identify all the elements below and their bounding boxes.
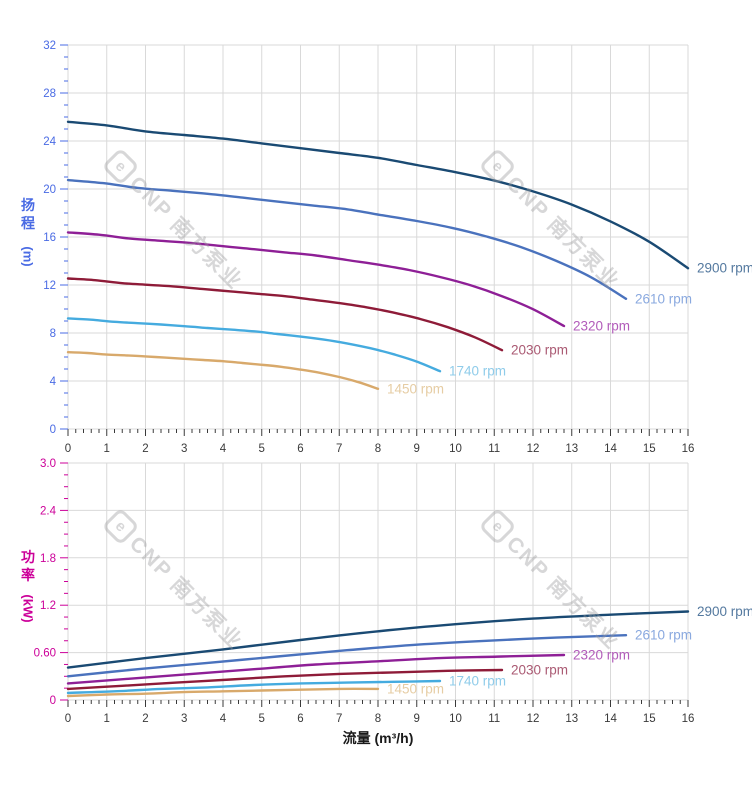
series-label-2320rpm: 2320 rpm — [573, 647, 630, 662]
x-tick-label: 5 — [259, 713, 265, 725]
x-axis-ticks — [67, 429, 689, 436]
curve-2320rpm-power — [66, 653, 566, 685]
x-tick-label: 10 — [449, 713, 462, 725]
y-tick-label: 28 — [43, 88, 56, 100]
x-tick-label: 16 — [682, 443, 695, 455]
head-y-axis-unit: (m) — [20, 246, 36, 267]
curve-2900rpm-power — [66, 610, 690, 669]
curve-1450rpm-head — [66, 351, 380, 390]
curve-2610rpm-power — [66, 634, 628, 678]
series-label-2320rpm: 2320 rpm — [573, 319, 630, 334]
series-label-2900rpm: 2900 rpm — [697, 261, 752, 276]
x-tick-label: 1 — [104, 713, 110, 725]
x-tick-label: 2 — [142, 713, 148, 725]
y-tick-label: 24 — [43, 136, 56, 148]
x-tick-label: 12 — [527, 713, 540, 725]
y-tick-label: 3.0 — [40, 458, 56, 470]
x-tick-label: 0 — [65, 443, 71, 455]
x-tick-label: 15 — [643, 443, 656, 455]
x-axis-tick-labels: 0 1 2 3 4 5 6 7 8 9 10 11 12 13 14 15 16 — [65, 443, 695, 455]
series-label-2030rpm: 2030 rpm — [511, 343, 568, 358]
x-tick-label: 13 — [565, 443, 578, 455]
x-tick-label: 13 — [565, 713, 578, 725]
x-tick-label: 8 — [375, 443, 381, 455]
power-y-axis-title-text: 功率 — [21, 549, 35, 584]
x-tick-label: 2 — [142, 443, 148, 455]
x-tick-label: 0 — [65, 713, 71, 725]
head-chart: 0 1 2 3 4 5 6 7 8 9 10 11 12 13 14 15 160481216202428322… — [43, 40, 752, 455]
x-tick-label: 14 — [604, 713, 617, 725]
x-tick-label: 4 — [220, 443, 227, 455]
series-label-1740rpm: 1740 rpm — [449, 674, 506, 689]
head-y-axis-title-text: 扬程 — [21, 197, 35, 232]
x-tick-label: 9 — [414, 443, 420, 455]
x-tick-label: 7 — [336, 713, 342, 725]
y-tick-label: 0 — [50, 695, 56, 707]
y-tick-label: 12 — [43, 280, 56, 292]
series-label-1450rpm: 1450 rpm — [387, 681, 444, 696]
curve-1450rpm-power — [66, 687, 380, 698]
x-tick-label: 5 — [259, 443, 265, 455]
x-axis-tick-labels: 0 1 2 3 4 5 6 7 8 9 10 11 12 13 14 15 16 — [65, 713, 695, 725]
x-tick-label: 3 — [181, 443, 187, 455]
series-label-2900rpm: 2900 rpm — [697, 604, 752, 619]
series-label-1740rpm: 1740 rpm — [449, 364, 506, 379]
series-label-2610rpm: 2610 rpm — [635, 628, 692, 643]
x-tick-label: 6 — [297, 443, 303, 455]
power-y-axis-unit: (kW) — [20, 594, 36, 623]
x-tick-label: 6 — [297, 713, 303, 725]
y-axis-ticks — [60, 462, 68, 701]
y-tick-label: 1.8 — [40, 553, 56, 565]
y-tick-label: 1.2 — [40, 600, 56, 612]
x-tick-label: 14 — [604, 443, 617, 455]
y-axis-tick-labels: 0 0.60 1.2 1.8 2.4 3.0 — [34, 458, 57, 707]
x-tick-label: 11 — [488, 713, 500, 725]
y-tick-label: 16 — [43, 232, 56, 244]
x-tick-label: 12 — [527, 443, 540, 455]
curve-2030rpm-head — [66, 277, 504, 352]
y-tick-label: 2.4 — [40, 505, 57, 517]
y-tick-label: 0 — [50, 424, 56, 436]
curve-1740rpm-head — [66, 317, 442, 373]
x-tick-label: 10 — [449, 443, 462, 455]
y-tick-label: 0.60 — [34, 648, 56, 660]
series-label-2030rpm: 2030 rpm — [511, 662, 568, 677]
curve-2030rpm-power — [66, 668, 504, 691]
x-tick-label: 8 — [375, 713, 381, 725]
head-y-axis-title: 扬程 (m) — [13, 196, 43, 267]
x-tick-label: 1 — [104, 443, 110, 455]
y-axis-tick-labels: 0 4 8 12 16 20 24 28 32 — [43, 40, 56, 436]
y-tick-label: 4 — [50, 376, 57, 388]
y-axis-ticks — [60, 44, 68, 430]
curve-2900rpm-head — [66, 120, 690, 270]
y-tick-label: 20 — [43, 184, 56, 196]
x-axis-title: 流量 (m³/h) — [342, 730, 414, 746]
curve-1740rpm-power — [66, 679, 442, 695]
gridlines — [67, 462, 689, 701]
x-tick-label: 16 — [682, 713, 695, 725]
x-tick-label: 11 — [488, 443, 500, 455]
x-tick-label: 15 — [643, 713, 656, 725]
curve-2610rpm-head — [66, 178, 628, 300]
x-tick-label: 7 — [336, 443, 342, 455]
y-tick-label: 8 — [50, 328, 56, 340]
x-axis-ticks — [67, 700, 689, 707]
gridlines — [67, 44, 689, 430]
y-tick-label: 32 — [43, 40, 56, 52]
power-y-axis-title: 功率 (kW) — [13, 548, 43, 623]
x-tick-label: 3 — [181, 713, 187, 725]
x-tick-label: 4 — [220, 713, 227, 725]
power-chart: 0 1 2 3 4 5 6 7 8 9 10 11 12 13 14 15 1600.601.21.82.43.… — [34, 458, 752, 725]
x-tick-label: 9 — [414, 713, 420, 725]
series-label-2610rpm: 2610 rpm — [635, 291, 692, 306]
curve-2320rpm-head — [66, 231, 566, 328]
series-label-1450rpm: 1450 rpm — [387, 381, 444, 396]
